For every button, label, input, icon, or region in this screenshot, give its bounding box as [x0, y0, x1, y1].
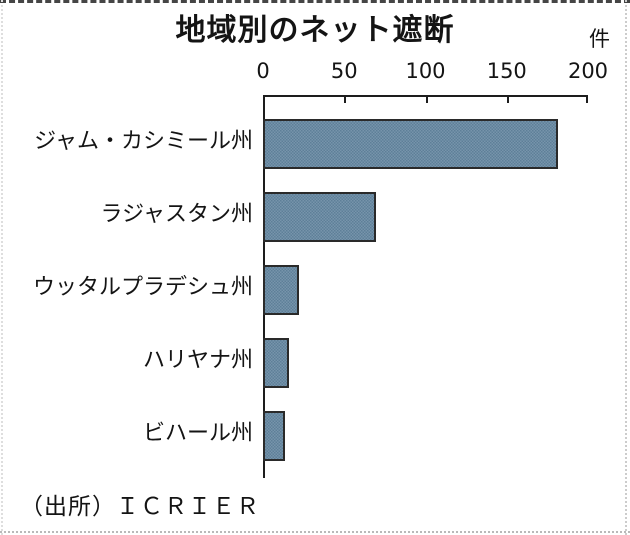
category-label: ラジャスタン州: [100, 202, 253, 227]
bar-1: [263, 119, 558, 169]
x-tick-mark: [344, 97, 347, 103]
bar-2: [263, 192, 376, 242]
source-note: （出所）ＩＣＲＩＥＲ: [20, 494, 260, 520]
page-edge-top: [0, 0, 630, 3]
x-tick-mark: [586, 97, 588, 103]
plot-area: [263, 95, 588, 478]
bar-4: [263, 338, 290, 388]
category-label: ビハール州: [142, 421, 253, 446]
page-edge-left: [1, 0, 3, 535]
category-label: ジャム・カシミール州: [34, 129, 253, 154]
x-tick-label: 100: [405, 59, 446, 83]
bar-3: [263, 265, 300, 315]
unit-label: 件: [589, 27, 610, 51]
category-label: ハリヤナ州: [142, 348, 253, 373]
x-tick-label: 150: [486, 59, 527, 83]
x-tick-mark: [506, 97, 509, 103]
chart-title: 地域別のネット遮断: [175, 13, 455, 48]
bar-5: [263, 411, 285, 461]
page-edge-right: [625, 0, 627, 535]
x-tick-label: 0: [256, 59, 270, 83]
page-edge-bottom: [0, 531, 630, 533]
x-tick-label: 200: [567, 59, 609, 83]
category-label: ウッタルプラデシュ州: [32, 275, 253, 300]
x-tick-mark: [425, 97, 428, 103]
x-tick-label: 50: [330, 59, 358, 83]
